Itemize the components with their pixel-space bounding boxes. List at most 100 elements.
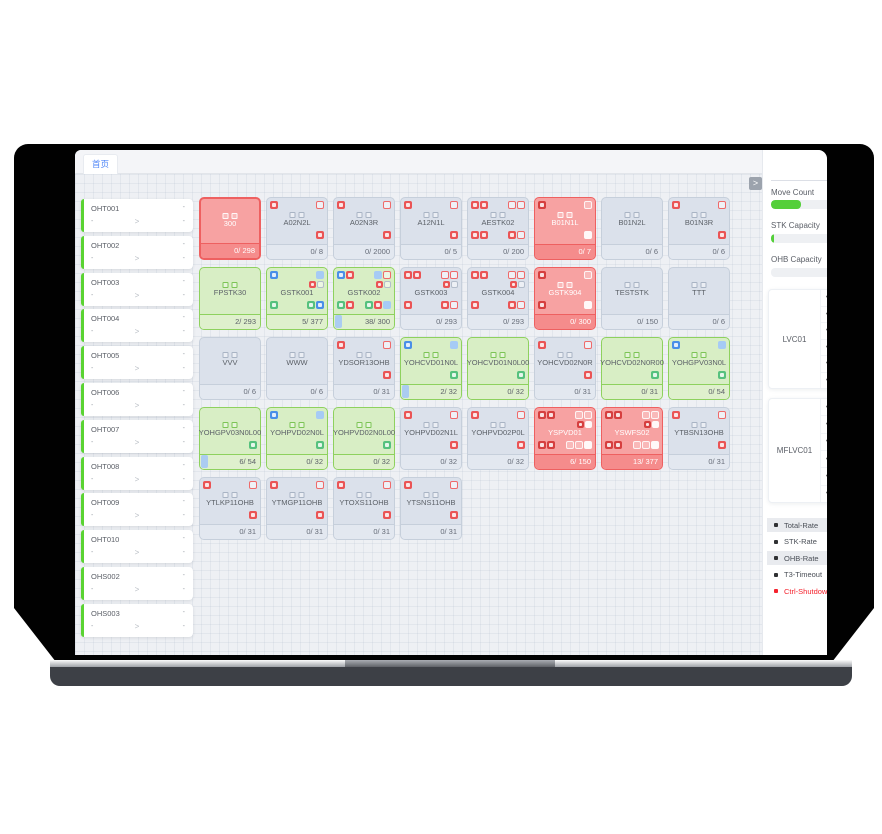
- station-card[interactable]: GSTK003 0/ 293: [400, 267, 462, 330]
- status-badge-icon: [316, 201, 324, 209]
- station-card[interactable]: YDSOR13OHB 0/ 31: [333, 337, 395, 400]
- sidebar-device-card[interactable]: OHS002 - - > -: [81, 567, 193, 600]
- station-card[interactable]: TESTSTK 0/ 150: [601, 267, 663, 330]
- sidebar-device-card[interactable]: OHT006 - - > -: [81, 383, 193, 416]
- station-card[interactable]: FPSTK30 2/ 293: [199, 267, 261, 330]
- station-panel-row[interactable]: •: [821, 432, 827, 450]
- station-card[interactable]: WWW 0/ 6: [266, 337, 328, 400]
- chevron-right-icon[interactable]: >: [134, 511, 140, 521]
- station-count: 0/ 150: [602, 314, 662, 329]
- sidebar-device-card[interactable]: OHT008 - - > -: [81, 456, 193, 490]
- sidebar-device-card[interactable]: OHT004 - - > -: [81, 309, 193, 343]
- chevron-right-icon[interactable]: >: [134, 437, 140, 447]
- station-card[interactable]: YTBSN13OHB 0/ 31: [668, 407, 730, 470]
- station-card[interactable]: YOHPVD02P0L 0/ 32: [467, 407, 529, 470]
- sidebar-device-card[interactable]: OHT003 - - > -: [81, 272, 193, 306]
- station-panel-row[interactable]: •: [821, 290, 827, 306]
- chevron-right-icon[interactable]: >: [134, 401, 140, 410]
- chevron-right-icon[interactable]: >: [134, 327, 140, 337]
- station-card[interactable]: TTT 0/ 6: [668, 267, 730, 330]
- port-square-icon: [423, 352, 430, 358]
- legend-item[interactable]: Ctrl-Shutdown: [767, 584, 827, 598]
- port-square-icon: [231, 492, 238, 498]
- legend-item[interactable]: STK-Rate: [767, 535, 827, 549]
- station-card[interactable]: AESTK02 0/ 200: [467, 197, 529, 260]
- badge-cluster-mr: [249, 511, 257, 519]
- chevron-right-icon[interactable]: >: [134, 364, 140, 374]
- badge-cluster-tl: [404, 481, 412, 489]
- station-card[interactable]: YOHGPV03N0L 0/ 54: [668, 337, 730, 400]
- station-panel-lvc01[interactable]: LVC01 • • • • • •: [768, 289, 827, 389]
- chevron-right-icon[interactable]: >: [134, 290, 140, 300]
- chevron-right-icon[interactable]: >: [134, 621, 140, 631]
- station-panel-row[interactable]: •: [821, 305, 827, 323]
- value-placeholder: -: [182, 498, 185, 506]
- station-card[interactable]: GSTK004 0/ 293: [467, 267, 529, 330]
- station-card[interactable]: GSTK002 38/ 300: [333, 267, 395, 330]
- sidebar-device-card[interactable]: OHS003 - - > -: [81, 603, 193, 637]
- chevron-right-icon[interactable]: >: [134, 217, 140, 226]
- chevron-right-icon[interactable]: >: [134, 474, 140, 484]
- station-card[interactable]: YOHCVD02N0R00 0/ 31: [600, 337, 664, 400]
- sidebar-device-card[interactable]: OHT009 - - > -: [81, 493, 193, 527]
- value-placeholder: -: [182, 461, 185, 469]
- sidebar-device-card[interactable]: OHT002 - - > -: [81, 235, 193, 269]
- station-panel-row[interactable]: •: [821, 371, 827, 389]
- station-panel-row[interactable]: •: [821, 355, 827, 372]
- station-card[interactable]: YTMGP11OHB 0/ 31: [266, 477, 328, 540]
- sidebar-device-card[interactable]: OHT007 - - > -: [81, 419, 193, 453]
- station-card[interactable]: A02N2L 0/ 8: [266, 197, 328, 260]
- port-square-icon: [700, 352, 707, 358]
- tab-home[interactable]: 首页: [83, 154, 119, 174]
- status-badge-icon: [249, 511, 257, 519]
- station-name: YOHCVD02N0R00: [600, 358, 664, 367]
- station-panel-row[interactable]: •: [821, 322, 827, 339]
- sidebar-device-card[interactable]: OHT005 - - > -: [81, 346, 193, 380]
- collapse-panel-button[interactable]: >: [749, 177, 762, 190]
- station-panel-mflvc01[interactable]: MFLVC01 • • • • • •: [768, 398, 827, 503]
- station-panel-row[interactable]: •: [821, 415, 827, 432]
- value-placeholder: -: [91, 365, 94, 373]
- chevron-right-icon[interactable]: >: [134, 548, 140, 558]
- station-card[interactable]: YOHPVD02N0L 0/ 32: [266, 407, 328, 470]
- legend-item[interactable]: Total-Rate: [767, 518, 827, 532]
- sidebar-device-card[interactable]: OHT010 - - > -: [81, 530, 193, 564]
- legend-item[interactable]: T3-Timeout: [767, 568, 827, 582]
- station-panel-row[interactable]: •: [821, 449, 827, 467]
- station-card[interactable]: YTLKP11OHB 0/ 31: [199, 477, 261, 540]
- station-card[interactable]: YTOXS11OHB 0/ 31: [333, 477, 395, 540]
- station-panel-row[interactable]: •: [821, 484, 827, 502]
- station-card[interactable]: B01N3R 0/ 6: [668, 197, 730, 260]
- station-card[interactable]: GSTK001 5/ 377: [266, 267, 328, 330]
- station-panel-row[interactable]: •: [821, 467, 827, 484]
- status-badge-icon: [510, 281, 517, 288]
- station-card[interactable]: B01N2L 0/ 6: [601, 197, 663, 260]
- station-card[interactable]: YOHGPV03N0L00 6/ 54: [199, 407, 261, 470]
- station-card[interactable]: A12N1L 0/ 5: [400, 197, 462, 260]
- station-panel-row[interactable]: •: [821, 338, 827, 356]
- badge-cluster-tr: [450, 481, 458, 489]
- station-name: GSTK004: [481, 288, 515, 297]
- station-card[interactable]: A02N3R 0/ 2000: [333, 197, 395, 260]
- legend-label: Total-Rate: [784, 520, 819, 530]
- status-badge-icon: [450, 511, 458, 519]
- station-card[interactable]: 300 0/ 298: [199, 197, 261, 260]
- sidebar-device-card[interactable]: OHT001 - - > -: [81, 199, 193, 232]
- legend-item[interactable]: OHB-Rate: [767, 551, 827, 565]
- station-card[interactable]: YOHCVD01N0L 2/ 32: [400, 337, 462, 400]
- station-card[interactable]: VVV 0/ 6: [199, 337, 261, 400]
- station-panel-row[interactable]: •: [821, 399, 827, 415]
- chevron-right-icon[interactable]: >: [134, 585, 140, 594]
- station-card[interactable]: YTSNS11OHB 0/ 31: [400, 477, 462, 540]
- station-card[interactable]: YSWFS02 13/ 377: [601, 407, 663, 470]
- station-card[interactable]: YOHPVD02N1L 0/ 32: [400, 407, 462, 470]
- station-card[interactable]: GSTK904 0/ 300: [534, 267, 596, 330]
- value-placeholder: -: [182, 240, 185, 248]
- chevron-right-icon[interactable]: >: [134, 253, 140, 263]
- station-card[interactable]: YOHPVD02N0L00 0/ 32: [333, 407, 395, 470]
- station-card[interactable]: YOHCVD02N0R 0/ 31: [534, 337, 596, 400]
- station-card[interactable]: B01N1L 0/ 7: [534, 197, 596, 260]
- station-card[interactable]: YSPVD01 6/ 150: [534, 407, 596, 470]
- port-square-icon: [633, 282, 640, 288]
- station-card[interactable]: YOHCVD01N0L00 0/ 32: [467, 337, 529, 400]
